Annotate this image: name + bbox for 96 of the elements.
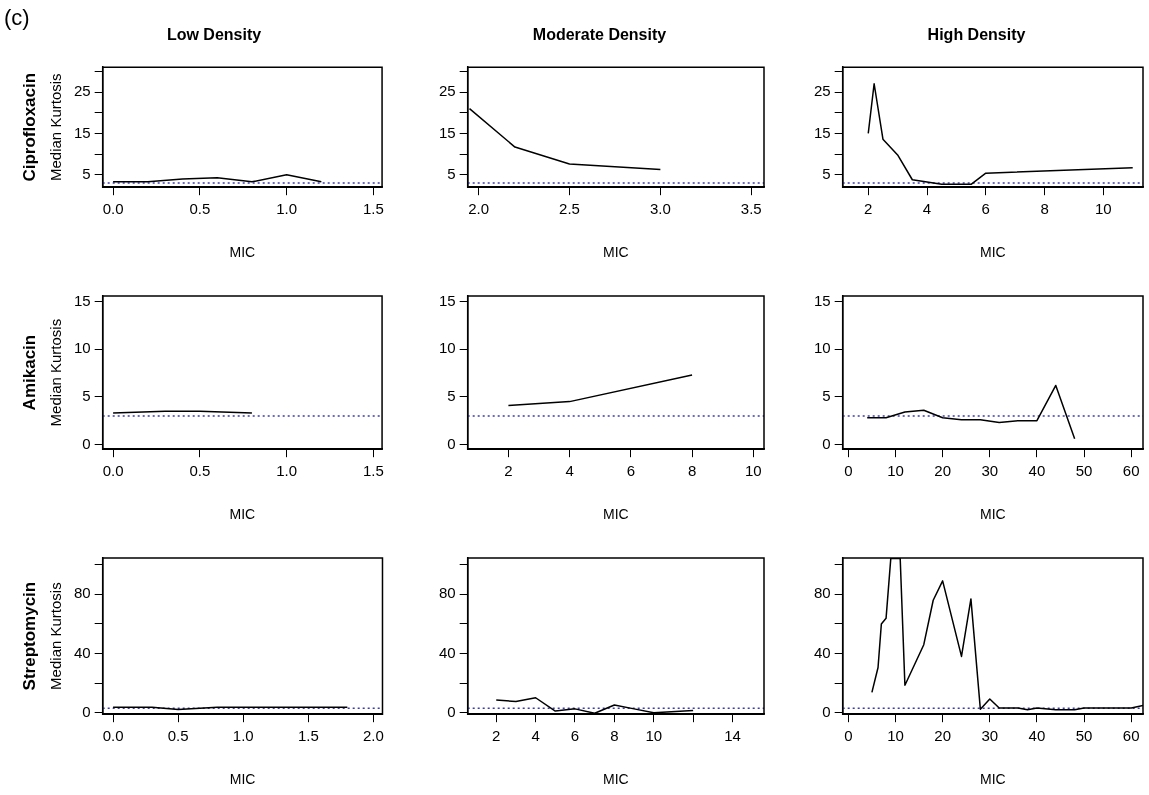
- y-axis-title: Median Kurtosis: [47, 73, 65, 181]
- y-tick-label: 10: [814, 339, 831, 357]
- y-tick-label: 80: [439, 584, 456, 602]
- x-tick-label: 6: [981, 200, 990, 218]
- y-tick-label: 80: [74, 584, 91, 602]
- text: Ciprofloxacin: [19, 72, 39, 182]
- y-tick-label: 0: [82, 702, 91, 720]
- y-tick-label: 40: [439, 643, 456, 661]
- x-axis-title: MIC: [980, 771, 1006, 788]
- x-tick-label: 3.0: [649, 200, 671, 218]
- y-tick-label: 5: [447, 387, 456, 405]
- x-tick-label: 1.0: [276, 200, 298, 218]
- x-tick-label: 14: [724, 727, 741, 745]
- x-tick-label: 8: [687, 462, 697, 480]
- text: Amikacin: [19, 334, 39, 411]
- x-tick-label: 2.5: [559, 200, 580, 218]
- x-tick-label: 0.5: [167, 727, 189, 745]
- x-tick-label: 10: [645, 727, 663, 745]
- x-tick-label: 3.5: [740, 200, 762, 218]
- x-tick-label: 60: [1122, 462, 1140, 480]
- y-tick-label: 15: [814, 291, 831, 309]
- x-tick-label: 0.5: [189, 462, 211, 480]
- x-tick-label: 60: [1122, 727, 1140, 745]
- x-tick-label: 0.0: [102, 200, 124, 218]
- x-tick-label: 30: [981, 727, 999, 745]
- y-tick-label: 5: [82, 387, 91, 405]
- y-tick-label: 15: [439, 123, 456, 141]
- y-tick-label: 15: [74, 123, 91, 141]
- x-tick-label: 40: [1028, 727, 1046, 745]
- x-tick-label: 0.0: [102, 727, 124, 745]
- x-tick-label: 20: [934, 462, 951, 480]
- x-axis-title: MIC: [229, 506, 256, 523]
- x-tick-label: 4: [531, 727, 540, 745]
- text: (c): [4, 5, 30, 31]
- y-tick-label: 10: [439, 339, 456, 357]
- chart-title: Low Density: [166, 26, 262, 44]
- y-axis-title: Median Kurtosis: [47, 318, 65, 427]
- x-tick-label: 8: [1040, 200, 1049, 218]
- x-tick-label: 4: [922, 200, 932, 218]
- x-axis-title: MIC: [980, 244, 1006, 261]
- x-tick-label: 2.0: [362, 727, 384, 745]
- x-axis-title: MIC: [229, 244, 256, 261]
- text: Streptomycin: [19, 581, 39, 691]
- y-tick-label: 25: [74, 82, 91, 100]
- y-tick-label: 15: [74, 291, 91, 309]
- chart-title: Moderate Density: [532, 26, 667, 44]
- x-tick-label: 2: [492, 727, 501, 745]
- y-tick-label: 40: [74, 643, 91, 661]
- x-tick-label: 10: [744, 462, 762, 480]
- y-tick-label: 5: [822, 164, 831, 182]
- x-tick-label: 2: [864, 200, 873, 218]
- y-tick-label: 15: [439, 291, 456, 309]
- x-axis-title: MIC: [603, 244, 629, 261]
- x-tick-label: 4: [565, 462, 574, 480]
- x-tick-label: 40: [1028, 462, 1046, 480]
- x-axis-title: MIC: [603, 506, 629, 523]
- x-tick-label: 10: [887, 462, 904, 480]
- chart-title: High Density: [927, 26, 1026, 44]
- x-tick-label: 8: [610, 727, 619, 745]
- x-tick-label: 10: [887, 727, 904, 745]
- x-tick-label: 1.5: [297, 727, 319, 745]
- x-tick-label: 50: [1075, 462, 1093, 480]
- x-tick-label: 10: [1094, 200, 1112, 218]
- x-tick-label: 50: [1075, 727, 1093, 745]
- x-tick-label: 1.5: [362, 200, 384, 218]
- y-tick-label: 0: [447, 434, 456, 452]
- y-tick-label: 0: [447, 702, 456, 720]
- y-tick-label: 25: [814, 82, 831, 100]
- y-tick-label: 80: [814, 584, 831, 602]
- x-tick-label: 6: [570, 727, 580, 745]
- y-tick-label: 15: [814, 123, 831, 141]
- x-tick-label: 1.0: [232, 727, 254, 745]
- y-tick-label: 0: [822, 702, 831, 720]
- x-tick-label: 0.5: [189, 200, 211, 218]
- x-tick-label: 0.0: [102, 462, 124, 480]
- y-tick-label: 5: [82, 164, 91, 182]
- x-axis-title: MIC: [229, 771, 256, 788]
- x-axis-title: MIC: [603, 771, 629, 788]
- y-tick-label: 0: [82, 434, 91, 452]
- y-tick-label: 0: [822, 434, 831, 452]
- y-tick-label: 5: [822, 387, 831, 405]
- y-tick-label: 10: [74, 339, 91, 357]
- x-tick-label: 20: [934, 727, 951, 745]
- y-tick-label: 25: [439, 82, 456, 100]
- x-tick-label: 30: [981, 462, 999, 480]
- x-tick-label: 0: [844, 462, 853, 480]
- x-axis-title: MIC: [980, 506, 1006, 523]
- y-tick-label: 5: [447, 164, 456, 182]
- x-tick-label: 1.0: [276, 462, 298, 480]
- y-axis-title: Median Kurtosis: [47, 582, 65, 690]
- x-tick-label: 6: [626, 462, 636, 480]
- x-tick-label: 0: [844, 727, 853, 745]
- x-tick-label: 2.0: [468, 200, 490, 218]
- x-tick-label: 2: [504, 462, 513, 480]
- y-tick-label: 40: [814, 643, 831, 661]
- x-tick-label: 1.5: [362, 462, 384, 480]
